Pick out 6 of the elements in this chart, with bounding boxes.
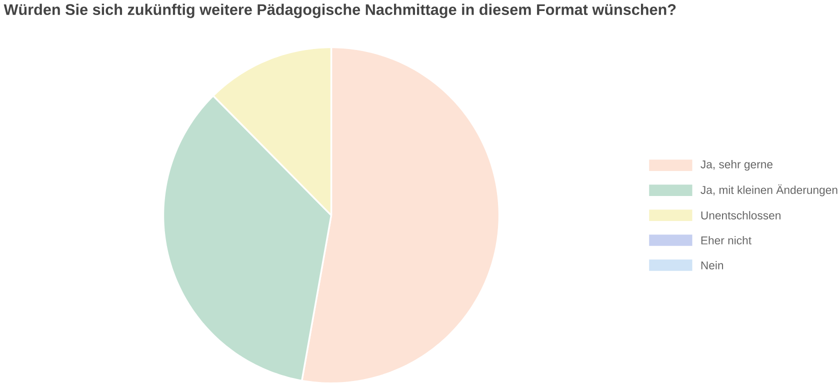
legend-label: Unentschlossen — [701, 211, 780, 220]
legend-label: Ja, sehr gerne — [700, 160, 772, 171]
legend-label: Ja, mit kleinen Änderungen — [700, 184, 838, 196]
legend-label: Nein — [701, 260, 724, 270]
chart-title: Würden Sie sich zukünftig weitere Pädagogische Nachmittage in diesem Format wünschen? — [4, 4, 676, 18]
legend-label: Eher nicht — [701, 236, 752, 244]
